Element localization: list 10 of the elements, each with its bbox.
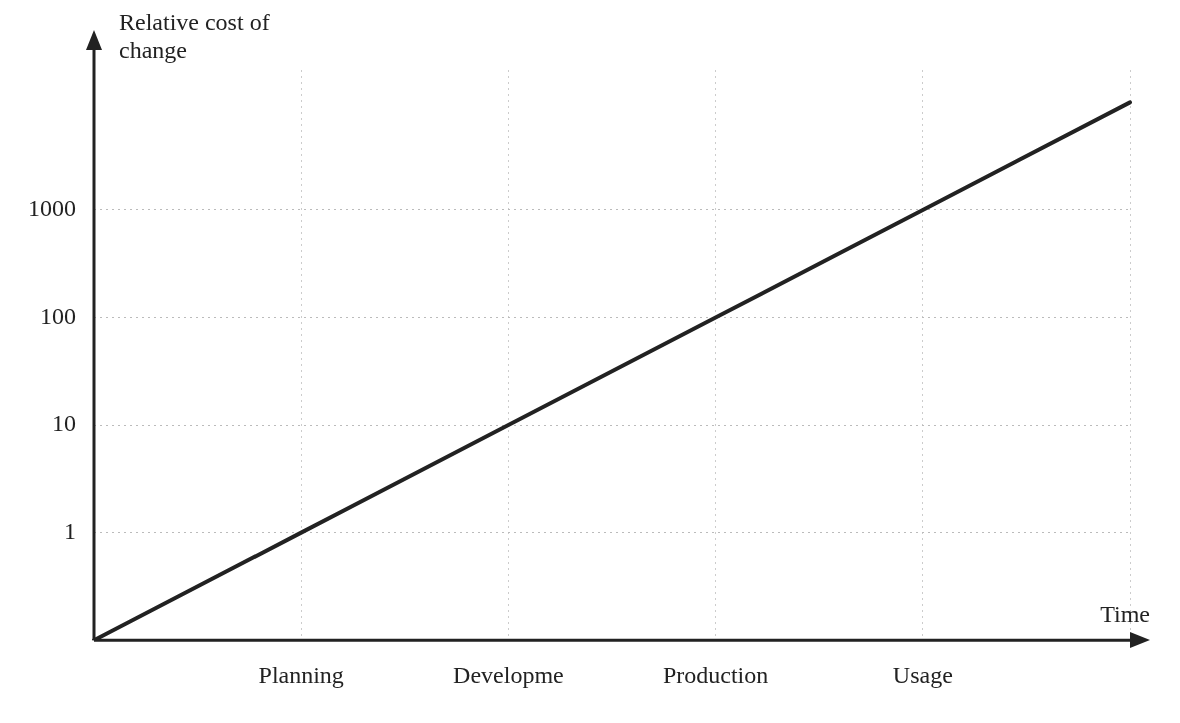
x-tick-label: Planning [258, 661, 344, 688]
x-axis-title: Time [1100, 601, 1150, 628]
y-axis-title: Relative cost of change [119, 9, 270, 63]
x-tick-label: Production [662, 661, 769, 688]
y-tick-label: 1000 [28, 195, 76, 222]
x-tick-label: Developme [453, 661, 564, 688]
y-tick-label: 1 [64, 517, 76, 544]
x-tick-label: Usage [892, 661, 953, 688]
y-tick-label: 10 [52, 410, 76, 437]
y-tick-label: 100 [40, 302, 76, 329]
